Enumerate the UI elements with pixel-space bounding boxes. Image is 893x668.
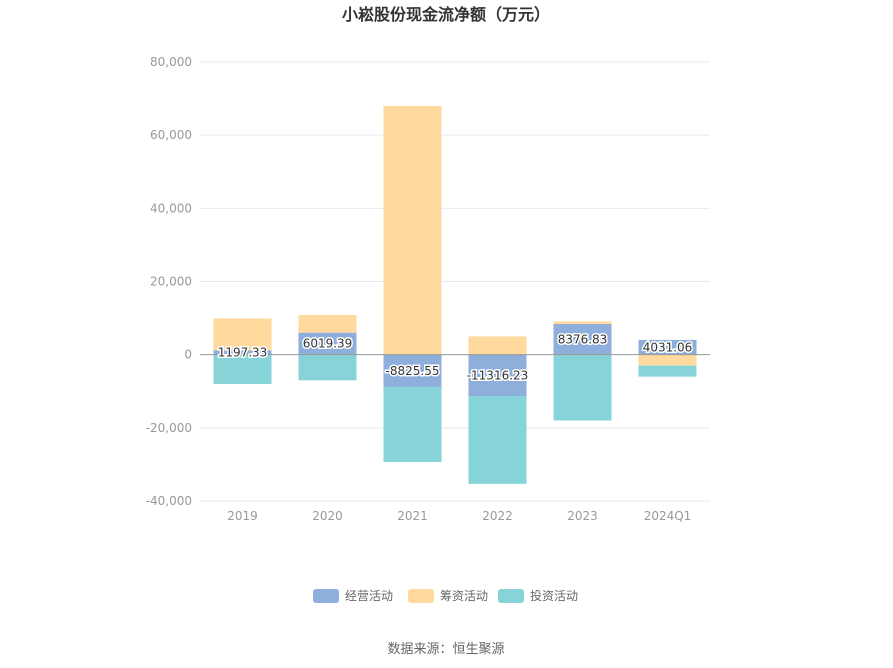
chart-title: 小崧股份现金流净额（万元） (342, 5, 550, 24)
y-tick-label: 80,000 (150, 55, 192, 69)
y-tick-label: 0 (184, 348, 192, 362)
x-axis: 2019 2020 2021 2022 2023 2024Q1 (227, 509, 691, 523)
bar-operating (298, 332, 357, 355)
x-tick-label: 2021 (397, 509, 428, 523)
y-tick-label: 60,000 (150, 128, 192, 142)
grid-lines (200, 61, 710, 502)
bar-financing (638, 354, 697, 366)
bar-operating (383, 354, 442, 387)
bar-operating (553, 324, 612, 355)
legend-swatch (408, 589, 434, 603)
data-label: 6019.39 (303, 337, 353, 351)
data-label: -11316.23 (467, 368, 529, 382)
bar-financing (383, 105, 442, 355)
bar-investing (298, 354, 357, 381)
bar-series (213, 105, 697, 484)
y-tick-label: -20,000 (146, 421, 192, 435)
legend-label: 投资活动 (530, 588, 578, 603)
data-label: 1197.33 (218, 345, 268, 359)
legend-swatch (313, 589, 339, 603)
data-label: 4031.06 (643, 340, 693, 354)
y-tick-label: 40,000 (150, 201, 192, 215)
legend-label: 筹资活动 (440, 589, 488, 603)
source-note: 数据来源：恒生聚源 (387, 642, 504, 657)
bar-investing (213, 354, 272, 384)
legend-label: 经营活动 (345, 589, 393, 603)
data-label: 8376.83 (558, 332, 608, 346)
x-tick-label: 2024Q1 (644, 509, 692, 523)
y-axis: 80,000 60,000 40,000 20,000 0 -20,000 -40,000 (146, 55, 192, 508)
y-tick-label: 20,000 (150, 275, 192, 289)
x-tick-label: 2020 (312, 509, 343, 523)
bar-investing (468, 396, 527, 484)
y-tick-label: -40,000 (146, 494, 192, 508)
legend-swatch (498, 589, 524, 603)
x-tick-label: 2023 (567, 509, 598, 523)
bar-investing (638, 365, 697, 377)
bar-operating (468, 354, 527, 397)
bar-financing (468, 336, 527, 355)
data-labels: 1197.33 6019.39 -8825.55 -11316.23 8376.83 40… (216, 331, 694, 384)
legend: 经营活动 筹资活动 投资活动 (313, 588, 578, 603)
data-label: -8825.55 (386, 364, 440, 378)
bar-investing (553, 354, 612, 421)
bar-financing (213, 318, 272, 351)
bar-investing (383, 386, 442, 462)
x-tick-label: 2019 (227, 509, 258, 523)
bar-financing (298, 315, 357, 333)
x-tick-label: 2022 (482, 509, 513, 523)
bar-financing (553, 321, 612, 325)
bar-operating (213, 350, 272, 355)
bar-operating (638, 339, 697, 355)
